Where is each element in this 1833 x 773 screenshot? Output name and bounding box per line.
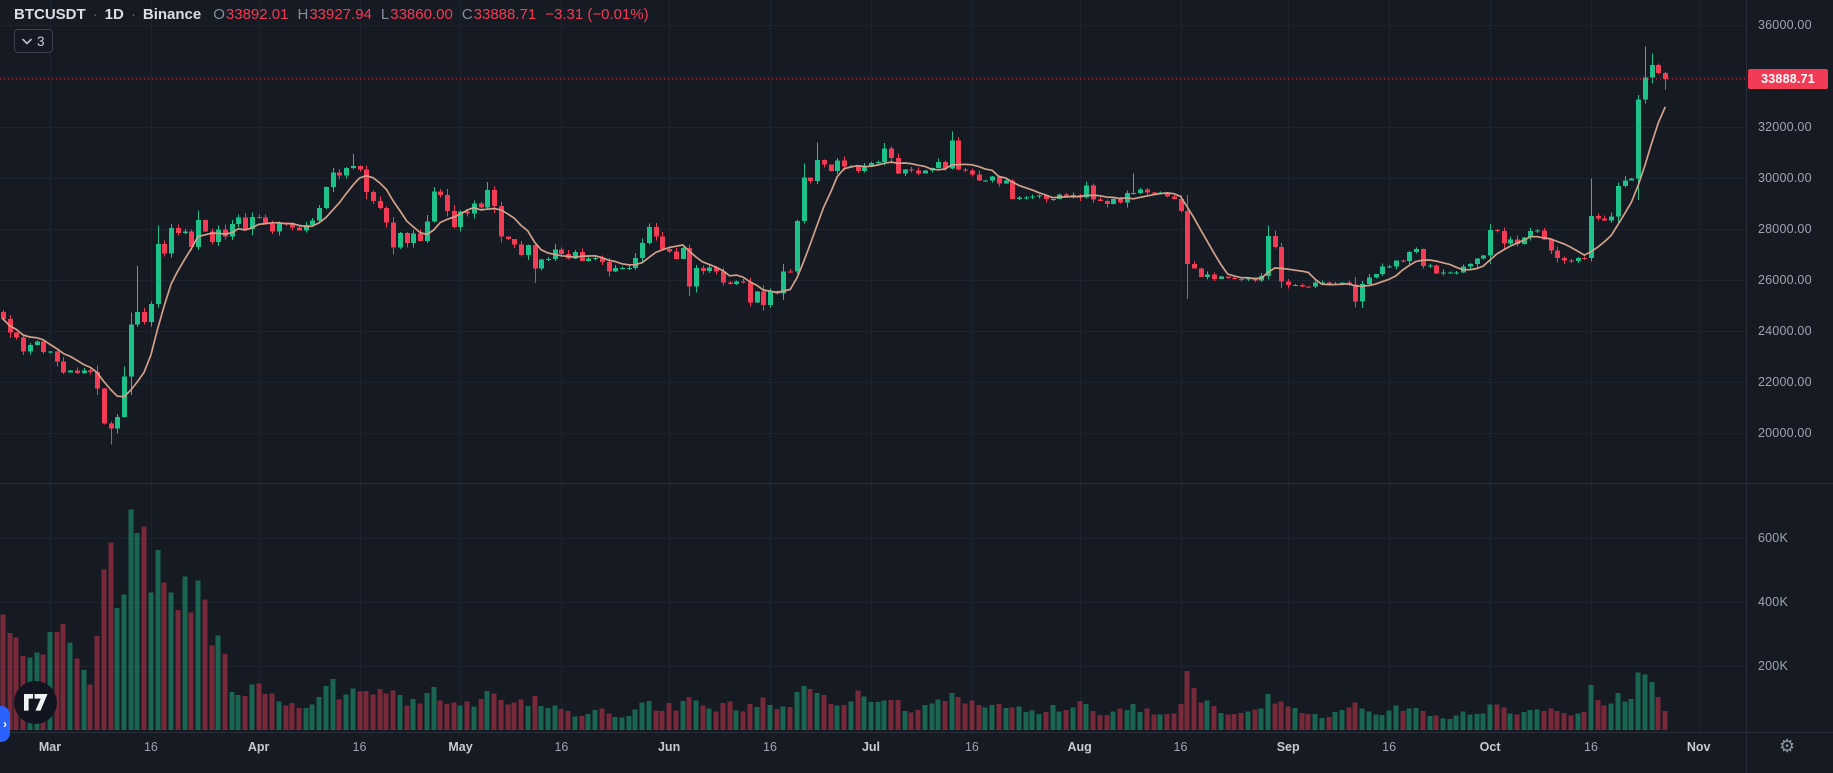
separator-dot: ·: [130, 6, 136, 23]
time-tick-day-label: 16: [964, 740, 979, 754]
expand-panel-tab[interactable]: ›: [0, 706, 10, 742]
tradingview-logo[interactable]: [14, 681, 57, 724]
open-value: O 33892.01: [213, 6, 289, 23]
time-tick-month-label: May: [448, 740, 473, 754]
last-price-badge: 33888.71: [1748, 69, 1828, 89]
time-tick-day-label: 16: [554, 740, 569, 754]
time-tick-day-label: 16: [1173, 740, 1188, 754]
tradingview-logo-icon: [23, 694, 47, 711]
price-axis-border: [1746, 0, 1747, 773]
chevron-right-icon: ›: [3, 717, 7, 731]
high-value: H 33927.94: [297, 6, 372, 23]
chevron-down-icon: [22, 38, 32, 44]
price-tick-label: 36000.00: [1758, 18, 1812, 32]
pane-divider[interactable]: [0, 483, 1833, 484]
close-value: C 33888.71: [461, 6, 537, 23]
price-axis[interactable]: 33888.71 36000.00 32000.00 30000.00 28000.0…: [1747, 0, 1833, 732]
price-tick-label: 24000.00: [1758, 324, 1812, 339]
time-tick-month-label: Nov: [1686, 740, 1711, 754]
price-tick-label: 20000.00: [1758, 426, 1812, 441]
time-tick-day-label: 16: [352, 740, 367, 754]
time-tick-month-label: Aug: [1067, 740, 1092, 754]
low-value: L 33860.00: [380, 6, 453, 23]
price-tick-label: 26000.00: [1758, 273, 1812, 288]
indicator-count: 3: [37, 33, 45, 49]
interval-label: 1D: [104, 6, 124, 23]
price-tick-label: 30000.00: [1758, 171, 1812, 185]
time-tick-day-label: 16: [1382, 740, 1397, 754]
volume-tick-label: 400K: [1758, 595, 1788, 609]
indicators-collapse-button[interactable]: 3: [14, 29, 53, 53]
price-chart-canvas[interactable]: [0, 0, 1746, 732]
time-tick-day-label: 16: [763, 740, 777, 754]
price-tick-label: 22000.00: [1758, 375, 1812, 390]
time-tick-day-label: 16: [1584, 740, 1598, 754]
time-tick-month-label: Sep: [1276, 740, 1300, 754]
time-axis[interactable]: Mar 16 Apr 16 May 16 Jun 16 Jul 16 Aug 16 Sep 16 Oct 16…: [0, 733, 1746, 773]
volume-tick-label: 200K: [1758, 659, 1788, 673]
volume-tick-label: 600K: [1758, 531, 1788, 545]
chart-legend: BTCUSDT · 1D · Binance O 33892.01 H 33927.…: [14, 6, 649, 23]
time-tick-month-label: Jul: [861, 740, 881, 754]
time-tick-month-label: Apr: [247, 740, 270, 754]
time-tick-month-label: Mar: [38, 740, 62, 754]
time-tick-month-label: Jun: [657, 740, 681, 754]
change-value: −3.31 (−0.01%): [545, 6, 649, 23]
time-tick-day-label: 16: [143, 740, 158, 754]
time-axis-border: [0, 732, 1833, 733]
symbol-description[interactable]: BTCUSDT · 1D · Binance: [14, 6, 201, 23]
timezone-settings-gear-icon[interactable]: ⚙: [1779, 736, 1796, 757]
symbol-name: BTCUSDT: [14, 6, 86, 23]
separator-dot: ·: [92, 6, 98, 23]
exchange-label: Binance: [142, 6, 202, 23]
ohlc-values: O 33892.01 H 33927.94 L 33860.00 C 33888.71 …: [213, 6, 648, 23]
time-tick-month-label: Oct: [1479, 740, 1501, 754]
price-tick-label: 32000.00: [1758, 120, 1812, 134]
price-tick-label: 28000.00: [1758, 222, 1812, 236]
